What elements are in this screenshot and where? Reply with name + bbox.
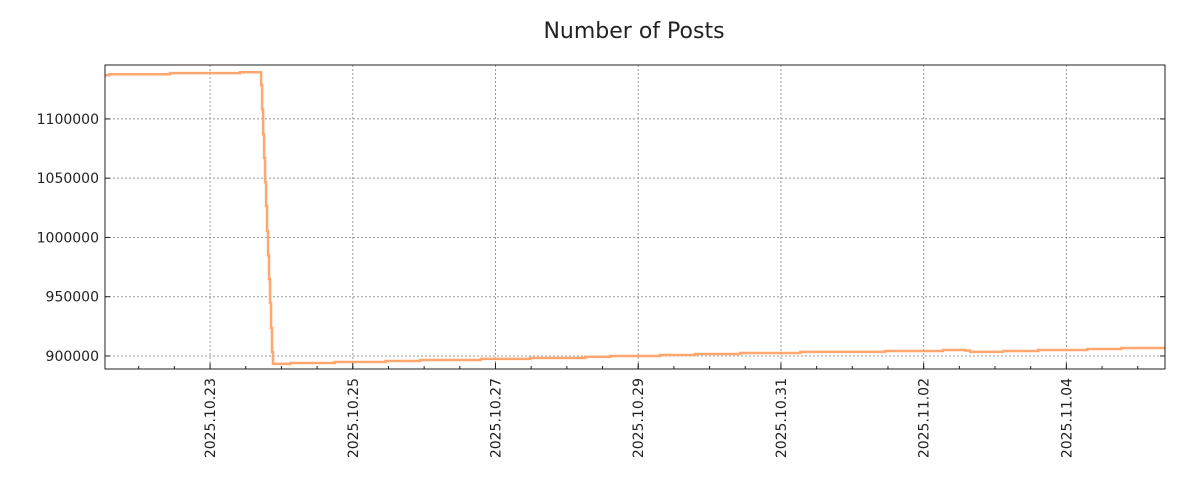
x-tick-label: 2025.11.04 xyxy=(1059,378,1075,458)
x-tick-label: 2025.10.31 xyxy=(774,378,790,458)
plot-frame xyxy=(104,64,1166,370)
grid xyxy=(105,65,1165,369)
y-tick-label: 1100000 xyxy=(37,112,99,128)
x-tick-label: 2025.10.29 xyxy=(631,378,647,458)
series-layer xyxy=(104,70,1166,366)
x-tick-label: 2025.11.02 xyxy=(917,378,933,458)
x-tick-label: 2025.10.25 xyxy=(346,378,362,458)
ticks: 900000 950000 1000000 1050000 1100000 2025.10… xyxy=(37,112,1165,458)
y-tick-label: 1000000 xyxy=(37,230,99,246)
x-tick-label: 2025.10.23 xyxy=(203,378,219,458)
series-line-number-of-posts xyxy=(105,70,1165,366)
x-tick-label: 2025.10.27 xyxy=(489,378,505,458)
y-tick-label: 900000 xyxy=(46,349,99,365)
chart-title: Number of Posts xyxy=(543,19,724,44)
y-tick-label: 1050000 xyxy=(37,171,99,187)
y-tick-label: 950000 xyxy=(46,290,99,306)
